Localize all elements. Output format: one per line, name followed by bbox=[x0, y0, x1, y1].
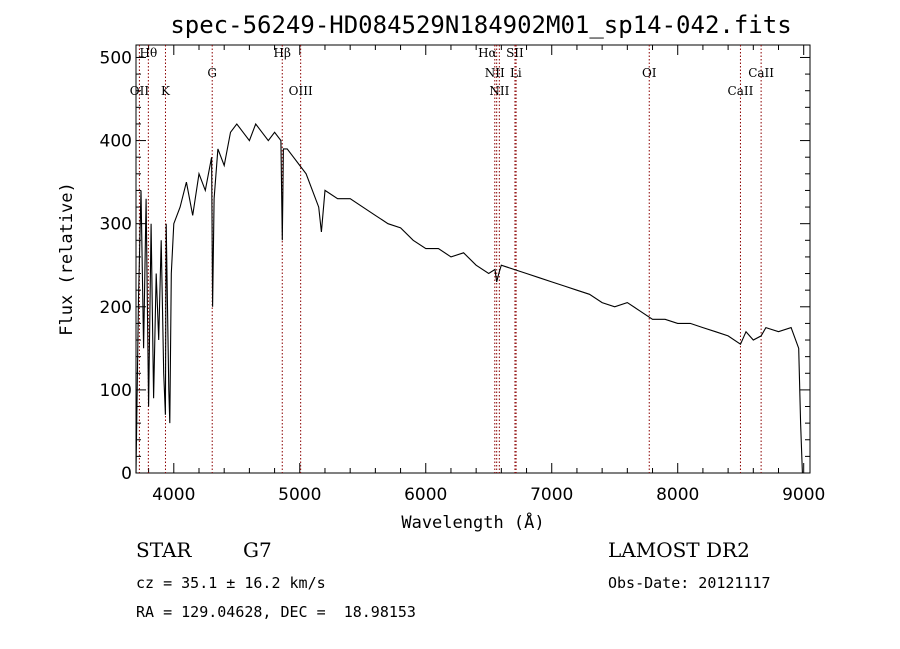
spectral-line-label: Hβ bbox=[274, 46, 291, 60]
y-tick-label: 100 bbox=[100, 381, 132, 401]
y-tick-label: 200 bbox=[100, 298, 132, 318]
spectral-line-label: SII bbox=[506, 46, 524, 60]
spectral-line-label: G bbox=[207, 66, 217, 80]
spectral-line-label: OII bbox=[130, 84, 150, 98]
survey-label: LAMOST DR2 bbox=[608, 538, 750, 562]
y-tick-label: 300 bbox=[100, 215, 132, 235]
spectral-line-label: K bbox=[161, 84, 171, 98]
chart-title: spec-56249-HD084529N184902M01_sp14-042.f… bbox=[170, 11, 791, 39]
x-tick-label: 6000 bbox=[404, 485, 447, 505]
x-tick-label: 7000 bbox=[530, 485, 573, 505]
object-class-label: STAR bbox=[136, 538, 192, 562]
x-tick-label: 8000 bbox=[656, 485, 699, 505]
plot-frame bbox=[135, 44, 811, 474]
spectrum-line bbox=[135, 122, 803, 474]
spectral-line-label: Hα bbox=[478, 46, 497, 60]
spectral-line-label: Li bbox=[510, 66, 522, 80]
x-tick-label: 4000 bbox=[152, 485, 195, 505]
cz-label: cz = 35.1 ± 16.2 km/s bbox=[136, 574, 326, 592]
spectral-line-label: OI bbox=[642, 66, 657, 80]
coords-label: RA = 129.04628, DEC = 18.98153 bbox=[136, 603, 416, 621]
y-axis-label: Flux (relative) bbox=[57, 182, 77, 336]
spectral-line-label: CaII bbox=[728, 84, 754, 98]
subclass-label: G7 bbox=[243, 538, 272, 562]
spectral-line-label: OIII bbox=[289, 84, 313, 98]
y-tick-label: 500 bbox=[100, 48, 132, 68]
spectral-line-label: CaII bbox=[748, 66, 774, 80]
x-tick-label: 5000 bbox=[278, 485, 321, 505]
obs-date-label: Obs-Date: 20121117 bbox=[608, 574, 771, 592]
x-tick-label: 9000 bbox=[782, 485, 825, 505]
spectral-line-label: NII bbox=[485, 66, 505, 80]
y-tick-label: 400 bbox=[100, 132, 132, 152]
spectral-line-label: NII bbox=[489, 84, 509, 98]
spectral-line-label: Hθ bbox=[139, 46, 157, 60]
x-axis-label: Wavelength (Å) bbox=[401, 511, 544, 533]
y-tick-label: 0 bbox=[121, 464, 132, 484]
